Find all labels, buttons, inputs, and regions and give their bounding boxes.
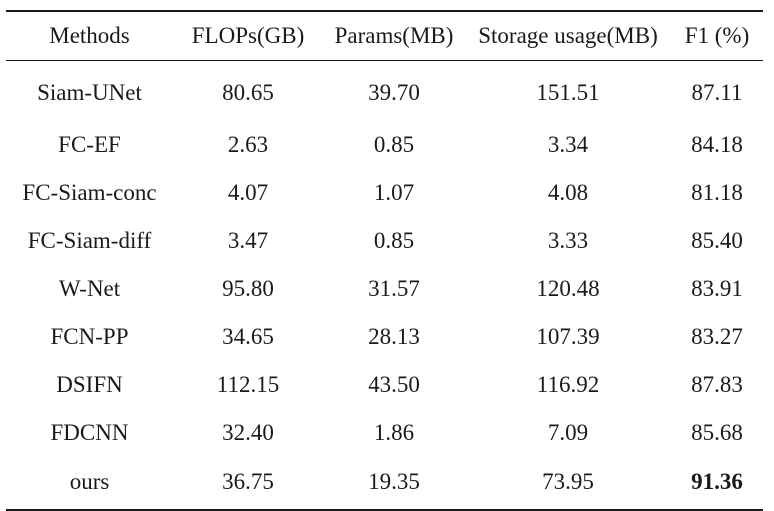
- flops-cell: 32.40: [222, 420, 274, 445]
- storage-cell: 151.51: [536, 80, 600, 105]
- params-cell: 19.35: [368, 469, 420, 494]
- method-cell: FC-EF: [58, 132, 121, 157]
- f1-cell: 87.83: [691, 372, 743, 397]
- flops-cell: 95.80: [222, 276, 274, 301]
- table-row: FCN-PP 34.65 28.13 107.39 83.27: [6, 313, 763, 361]
- table-row: Siam-UNet 80.65 39.70 151.51 87.11: [6, 61, 763, 122]
- flops-cell: 112.15: [216, 372, 280, 397]
- params-cell: 0.85: [373, 132, 415, 157]
- table-row: FC-Siam-diff 3.47 0.85 3.33 85.40: [6, 217, 763, 265]
- header-methods: Methods: [49, 23, 130, 48]
- storage-cell: 4.08: [547, 180, 589, 205]
- params-cell: 28.13: [368, 324, 420, 349]
- flops-cell: 4.07: [227, 180, 269, 205]
- f1-cell: 85.40: [691, 228, 743, 253]
- flops-cell: 3.47: [227, 228, 269, 253]
- table-row: FC-EF 2.63 0.85 3.34 84.18: [6, 121, 763, 169]
- header-params: Params(MB): [334, 23, 454, 48]
- params-cell: 39.70: [368, 80, 420, 105]
- storage-cell: 3.33: [547, 228, 589, 253]
- method-cell: DSIFN: [56, 372, 123, 397]
- params-cell: 1.86: [373, 420, 415, 445]
- table-row: W-Net 95.80 31.57 120.48 83.91: [6, 265, 763, 313]
- table-row: DSIFN 112.15 43.50 116.92 87.83: [6, 361, 763, 409]
- method-cell: Siam-UNet: [37, 80, 142, 105]
- table-header-row: Methods FLOPs(GB) Params(MB) Storage usa…: [6, 11, 763, 61]
- f1-cell: 84.18: [691, 132, 743, 157]
- table-row: FC-Siam-conc 4.07 1.07 4.08 81.18: [6, 169, 763, 217]
- comparison-table-container: Methods FLOPs(GB) Params(MB) Storage usa…: [6, 10, 763, 511]
- method-cell: FC-Siam-conc: [22, 180, 157, 205]
- storage-cell: 120.48: [536, 276, 600, 301]
- header-flops: FLOPs(GB): [191, 23, 305, 48]
- f1-cell: 85.68: [691, 420, 743, 445]
- f1-cell: 83.27: [691, 324, 743, 349]
- flops-cell: 36.75: [222, 469, 274, 494]
- storage-cell: 107.39: [536, 324, 600, 349]
- table-row: FDCNN 32.40 1.86 7.09 85.68: [6, 409, 763, 457]
- params-cell: 0.85: [373, 228, 415, 253]
- method-cell: W-Net: [58, 276, 121, 301]
- header-f1: F1 (%): [684, 23, 750, 48]
- f1-cell: 81.18: [691, 180, 743, 205]
- header-storage: Storage usage(MB): [478, 23, 658, 48]
- storage-cell: 7.09: [547, 420, 589, 445]
- f1-cell: 83.91: [691, 276, 743, 301]
- flops-cell: 34.65: [222, 324, 274, 349]
- method-cell: FC-Siam-diff: [27, 228, 152, 253]
- params-cell: 31.57: [368, 276, 420, 301]
- storage-cell: 73.95: [542, 469, 594, 494]
- method-cell: FCN-PP: [50, 324, 129, 349]
- params-cell: 1.07: [373, 180, 415, 205]
- params-cell: 43.50: [368, 372, 420, 397]
- flops-cell: 2.63: [227, 132, 269, 157]
- method-cell: FDCNN: [50, 420, 129, 445]
- storage-cell: 3.34: [547, 132, 589, 157]
- storage-cell: 116.92: [536, 372, 600, 397]
- flops-cell: 80.65: [222, 80, 274, 105]
- table-row: ours 36.75 19.35 73.95 91.36: [6, 457, 763, 510]
- comparison-table: Methods FLOPs(GB) Params(MB) Storage usa…: [6, 10, 763, 511]
- f1-cell: 87.11: [691, 80, 743, 105]
- method-cell: ours: [69, 469, 110, 494]
- f1-cell-best: 91.36: [691, 469, 743, 494]
